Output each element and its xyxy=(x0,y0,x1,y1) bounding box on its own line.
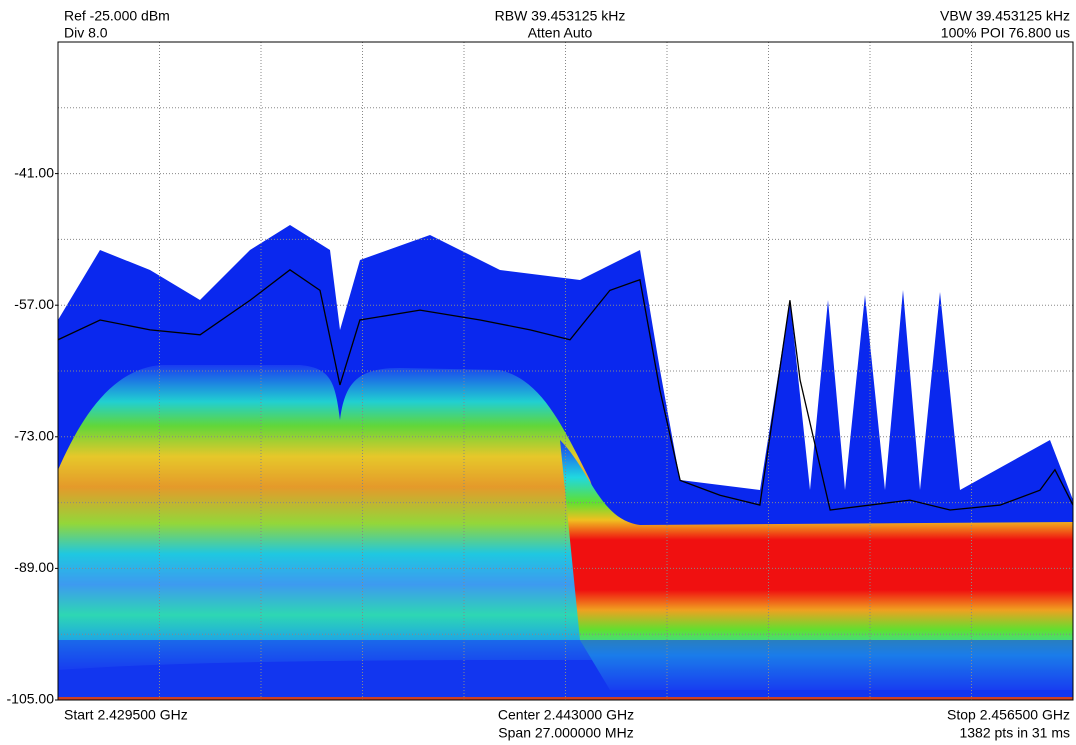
y-tick-label: -57.00 xyxy=(14,296,54,312)
attenuation: Atten Auto xyxy=(528,25,593,41)
stop-frequency: Stop 2.456500 GHz xyxy=(947,707,1070,723)
y-tick-label: -89.00 xyxy=(14,559,54,575)
poi: 100% POI 76.800 us xyxy=(941,25,1070,41)
y-tick-label: -105.00 xyxy=(7,691,55,707)
floor-line xyxy=(58,697,1073,700)
y-tick-label: -41.00 xyxy=(14,164,54,180)
grid xyxy=(58,42,1073,700)
rbw: RBW 39.453125 kHz xyxy=(495,8,626,24)
sweep-points: 1382 pts in 31 ms xyxy=(959,725,1070,741)
ref-level: Ref -25.000 dBm xyxy=(64,8,170,24)
footer: Start 2.429500 GHz Center 2.443000 GHz S… xyxy=(64,707,1070,741)
persistence-left xyxy=(58,365,610,670)
trace xyxy=(57,269,1074,511)
y-tick-label: -73.00 xyxy=(14,428,54,444)
center-frequency: Center 2.443000 GHz xyxy=(498,707,634,723)
header: Ref -25.000 dBm Div 8.0 RBW 39.453125 kH… xyxy=(64,8,1070,41)
vbw: VBW 39.453125 kHz xyxy=(940,8,1070,24)
persistence-right xyxy=(560,440,1073,690)
start-frequency: Start 2.429500 GHz xyxy=(64,707,188,723)
plot-frame xyxy=(57,41,1074,701)
span: Span 27.000000 MHz xyxy=(498,725,633,741)
division: Div 8.0 xyxy=(64,25,108,41)
